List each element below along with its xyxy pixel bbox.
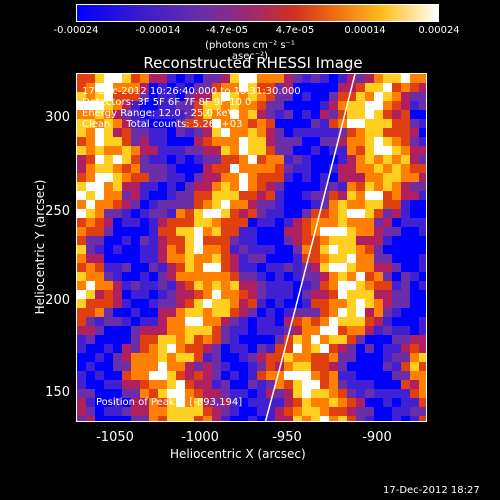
solar-limb-line	[264, 74, 356, 421]
info-clean: Clean Total counts: 5.26E+03	[82, 119, 243, 130]
colorbar-tick: 4.7e-05	[275, 25, 315, 36]
x-tick-label: -900	[362, 430, 392, 445]
colorbar	[76, 4, 439, 22]
y-tick-label: 250	[45, 204, 70, 219]
info-block: 17-Dec-2012 10:26:40.000 to 10:31:30.000…	[82, 86, 301, 130]
x-tick-label: -950	[272, 430, 302, 445]
image-title: Reconstructed RHESSI Image	[143, 54, 363, 72]
x-tick-label: -1000	[181, 430, 219, 445]
colorbar-tick: 0.00024	[418, 25, 460, 36]
colorbar-tick: -0.00014	[135, 25, 181, 36]
heatmap-image	[77, 74, 426, 421]
rhessi-image	[76, 73, 427, 422]
peak-position: Position of Peak = [-893,194]	[96, 397, 243, 408]
y-tick-label: 300	[45, 110, 70, 125]
colorbar-tick: 0.00014	[344, 25, 386, 36]
colorbar-tick: -0.00024	[53, 25, 99, 36]
info-energy: Energy Range: 12.0 - 25.0 keV	[82, 108, 235, 119]
y-axis-title: Heliocentric Y (arcsec)	[33, 179, 47, 315]
y-tick-label: 200	[45, 293, 70, 308]
y-tick-label: 150	[45, 385, 70, 400]
colorbar-units: (photons cm⁻² s⁻¹ asec⁻²)	[205, 40, 295, 62]
timestamp: 17-Dec-2012 18:27	[383, 485, 480, 496]
x-axis-title: Heliocentric X (arcsec)	[170, 447, 306, 461]
colorbar-tick: -4.7e-05	[206, 25, 248, 36]
x-tick-label: -1050	[96, 430, 134, 445]
info-detectors: Detectors: 3F 5F 6F 7F 8F 9F 10 0	[82, 97, 252, 108]
info-time: 17-Dec-2012 10:26:40.000 to 10:31:30.000	[82, 86, 301, 97]
